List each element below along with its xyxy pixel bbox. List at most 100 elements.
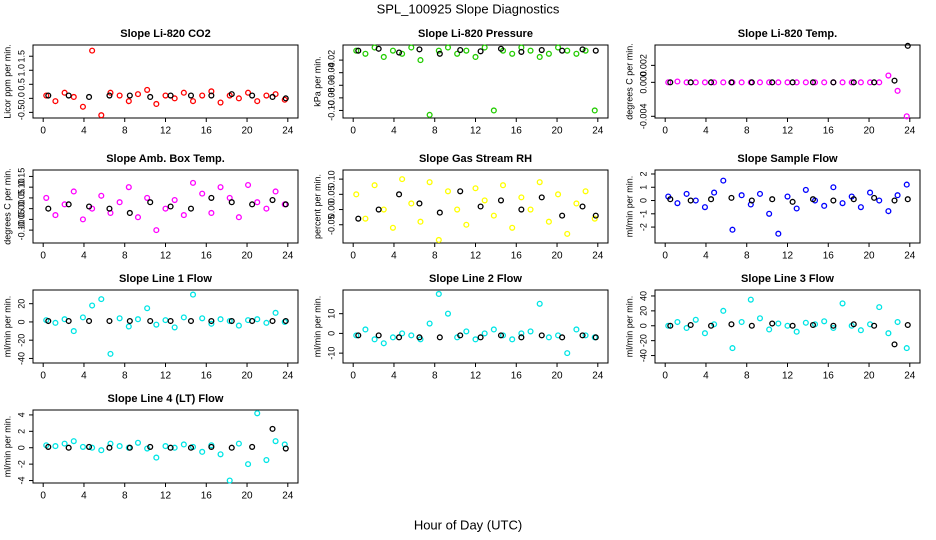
data-point (728, 79, 735, 86)
data-point (162, 443, 169, 450)
data-point (126, 209, 133, 216)
data-point (573, 50, 580, 57)
data-point (269, 197, 276, 204)
data-point (79, 314, 86, 321)
x-tick-label: 12 (470, 126, 482, 137)
data-point (830, 197, 837, 204)
data-point (830, 79, 837, 86)
data-point (389, 47, 396, 54)
data-point (249, 317, 256, 325)
x-tick-label: 0 (662, 371, 668, 382)
data-point (463, 221, 470, 228)
data-point (802, 186, 809, 193)
data-point (199, 315, 206, 322)
data-point (850, 79, 857, 86)
plot-frame (32, 44, 299, 119)
data-point (784, 79, 791, 86)
panel-title: Slope Line 3 Flow (741, 273, 834, 285)
y-tick-label: -0.5 (16, 105, 26, 121)
data-point (582, 47, 589, 54)
data-point (106, 444, 113, 451)
data-point (748, 322, 755, 329)
data-point (153, 227, 160, 234)
data-point (769, 320, 776, 327)
data-point (463, 47, 470, 54)
data-point (89, 444, 96, 451)
data-point (396, 191, 403, 198)
data-point (79, 216, 86, 223)
data-point (45, 205, 52, 212)
x-tick-label: 20 (551, 371, 563, 382)
data-point (217, 99, 224, 106)
data-point (708, 79, 715, 86)
data-point (775, 320, 782, 327)
data-point (70, 328, 77, 335)
data-point (272, 309, 279, 316)
data-point (89, 47, 96, 54)
data-point (263, 456, 270, 464)
y-axis-label: ml/min per min. (2, 416, 12, 478)
data-point (766, 210, 773, 217)
data-point (380, 340, 387, 347)
data-point (802, 79, 809, 86)
data-point (857, 79, 864, 86)
data-point (821, 79, 828, 86)
data-point (189, 291, 197, 298)
data-point (86, 443, 93, 450)
y-tick-label: 0.15 (16, 168, 26, 186)
data-point (199, 92, 206, 99)
data-point (162, 317, 169, 324)
data-point (497, 197, 505, 204)
y-tick-label: 0.0 (16, 92, 26, 105)
data-point (674, 200, 681, 207)
data-point (564, 350, 571, 357)
x-tick-label: 0 (40, 491, 46, 502)
data-point (435, 290, 442, 297)
data-point (490, 107, 497, 114)
data-point (518, 330, 525, 337)
data-point (61, 89, 68, 96)
data-point (436, 50, 443, 57)
data-point (144, 445, 151, 452)
data-point (579, 332, 586, 339)
data-point (444, 188, 452, 195)
x-tick-label: 0 (40, 126, 46, 137)
x-tick-label: 12 (470, 251, 482, 262)
data-point (362, 50, 369, 57)
y-tick-label: 0 (16, 319, 26, 324)
x-tick-label: 16 (823, 371, 835, 382)
data-point (107, 350, 114, 357)
data-point (263, 319, 270, 326)
data-point (701, 204, 708, 211)
data-point (208, 92, 215, 99)
data-point (538, 194, 545, 201)
y-tick-label: -0.05 (16, 209, 26, 230)
data-point (559, 334, 566, 341)
data-point (573, 326, 580, 333)
x-tick-label: 16 (823, 251, 835, 262)
data-point (281, 318, 288, 325)
data-point (667, 196, 674, 203)
data-point (167, 444, 174, 451)
data-point (876, 197, 883, 204)
data-point (518, 48, 525, 55)
data-point (579, 203, 586, 210)
data-point (235, 440, 242, 447)
data-point (793, 79, 800, 86)
y-tick-label: 0 (16, 445, 26, 450)
y-tick-label: -0.06 (326, 75, 336, 96)
data-point (867, 189, 874, 196)
x-tick-label: 24 (592, 251, 604, 262)
data-point (371, 182, 378, 189)
y-tick-label: -40 (16, 352, 26, 365)
y-tick-label: -0.004 (638, 104, 648, 130)
data-point (850, 321, 857, 328)
data-point (426, 320, 433, 327)
data-point (65, 201, 72, 208)
data-point (45, 443, 52, 450)
data-point (226, 477, 233, 484)
x-tick-label: 8 (122, 371, 128, 382)
y-axis-label: degrees C per min. (2, 168, 12, 245)
x-tick-label: 16 (511, 371, 523, 382)
y-tick-label: -10 (326, 347, 336, 360)
